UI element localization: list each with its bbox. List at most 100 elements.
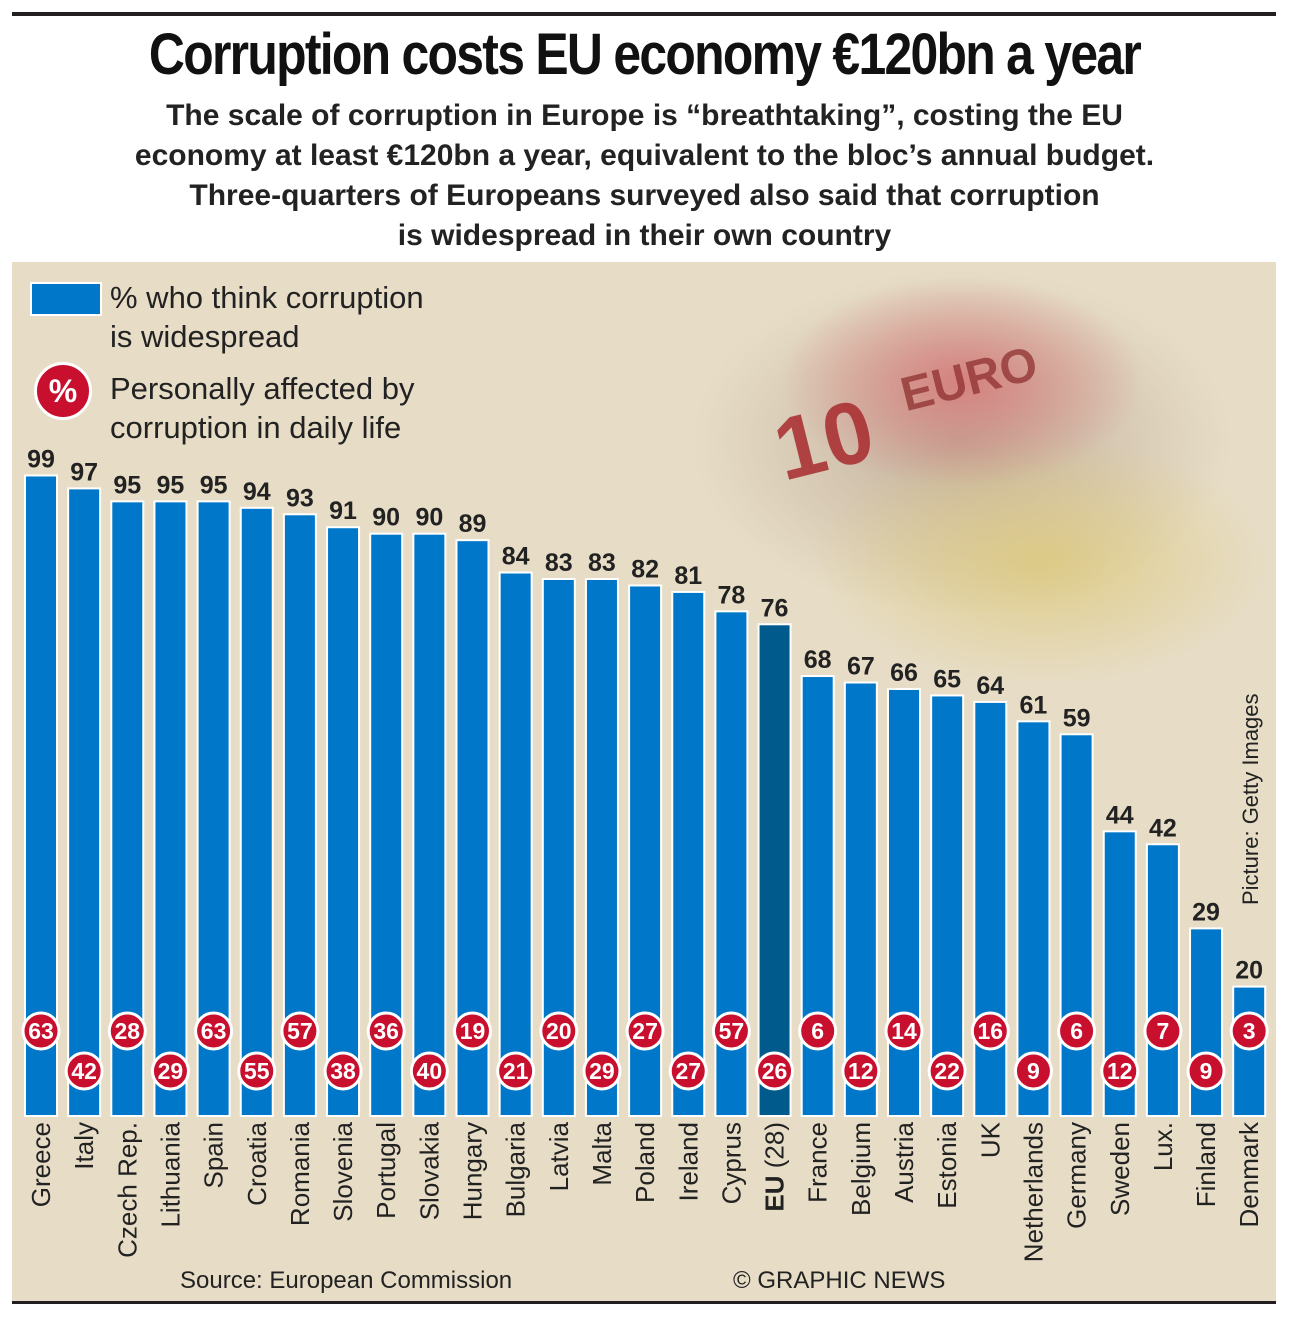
bar-value-label: 59 bbox=[1063, 704, 1091, 732]
bar bbox=[412, 532, 447, 1117]
bar bbox=[239, 506, 274, 1117]
bar bbox=[196, 500, 231, 1118]
category-label: Netherlands bbox=[1018, 1122, 1048, 1262]
personal-affected-marker bbox=[453, 1011, 492, 1051]
personal-affected-label: 14 bbox=[891, 1018, 917, 1044]
category-label: Lux. bbox=[1148, 1122, 1178, 1171]
bar-value-label: 68 bbox=[804, 646, 832, 674]
personal-affected-label: 29 bbox=[589, 1058, 615, 1084]
category-label: Ireland bbox=[673, 1122, 703, 1202]
subtitle-line: Three-quarters of Europeans surveyed als… bbox=[189, 179, 1100, 212]
category-label: Finland bbox=[1191, 1122, 1221, 1207]
personal-affected-marker bbox=[1013, 1051, 1053, 1091]
category-label: Slovakia bbox=[414, 1121, 444, 1220]
category-label: Spain bbox=[199, 1122, 229, 1189]
category-label: Czech Rep. bbox=[112, 1122, 142, 1258]
personal-affected-marker bbox=[582, 1051, 622, 1091]
personal-affected-marker bbox=[323, 1051, 363, 1091]
personal-affected-marker bbox=[280, 1011, 320, 1051]
bar-value-label: 65 bbox=[933, 665, 961, 693]
bar-value-label: 91 bbox=[329, 497, 357, 525]
category-label: Sweden bbox=[1105, 1122, 1135, 1216]
bar bbox=[671, 590, 706, 1117]
personal-affected-label: 6 bbox=[1070, 1018, 1083, 1044]
personal-affected-label: 28 bbox=[115, 1018, 141, 1044]
category-label: Romania bbox=[285, 1121, 315, 1226]
bar-value-label: 97 bbox=[70, 458, 98, 486]
personal-affected-label: 19 bbox=[460, 1018, 486, 1044]
personal-affected-marker bbox=[107, 1011, 147, 1051]
category-label: Denmark bbox=[1234, 1121, 1264, 1227]
personal-affected-marker bbox=[625, 1011, 665, 1051]
bar-value-label: 42 bbox=[1149, 814, 1177, 842]
personal-affected-marker bbox=[798, 1011, 838, 1051]
bar-value-label: 95 bbox=[157, 471, 185, 499]
personal-affected-marker bbox=[1143, 1011, 1183, 1051]
bar bbox=[498, 571, 533, 1117]
bar-value-label: 90 bbox=[415, 504, 443, 532]
bar-value-label: 84 bbox=[502, 543, 530, 571]
bar bbox=[1232, 985, 1267, 1117]
legend-bar-swatch bbox=[30, 282, 102, 316]
bar-value-label: 61 bbox=[1020, 691, 1048, 719]
bar-value-label: 29 bbox=[1192, 898, 1220, 926]
personal-affected-label: 3 bbox=[1243, 1018, 1256, 1044]
legend-circle-label: Personally affected by corruption in dai… bbox=[110, 369, 414, 447]
bar-value-label: 83 bbox=[588, 549, 616, 577]
legend-bar-label: % who think corruption is widespread bbox=[110, 278, 424, 356]
category-label: UK bbox=[975, 1121, 1005, 1158]
legend-bar-label-line: is widespread bbox=[110, 319, 300, 354]
personal-affected-marker bbox=[884, 1011, 924, 1051]
bar bbox=[584, 577, 619, 1117]
personal-affected-label: 63 bbox=[201, 1018, 227, 1044]
bar-value-label: 81 bbox=[674, 562, 702, 590]
personal-affected-label: 40 bbox=[417, 1058, 443, 1084]
personal-affected-marker bbox=[64, 1051, 104, 1091]
bar bbox=[887, 687, 921, 1117]
personal-affected-marker bbox=[539, 1011, 579, 1051]
bar bbox=[1059, 733, 1094, 1118]
legend-bar-label-line: % who think corruption bbox=[110, 280, 424, 315]
personal-affected-label: 57 bbox=[287, 1018, 313, 1044]
bar-value-label: 89 bbox=[459, 510, 487, 538]
personal-affected-marker bbox=[496, 1051, 536, 1091]
subtitle-line: is widespread in their own country bbox=[397, 219, 892, 252]
personal-affected-marker bbox=[1100, 1051, 1140, 1091]
personal-affected-label: 7 bbox=[1157, 1018, 1170, 1044]
bar-value-label: 66 bbox=[890, 659, 918, 687]
category-label: France bbox=[803, 1122, 833, 1203]
personal-affected-marker bbox=[668, 1051, 708, 1091]
subtitle-line: The scale of corruption in Europe is “br… bbox=[166, 99, 1123, 132]
bar-value-label: 83 bbox=[545, 549, 573, 577]
bar-value-label: 78 bbox=[717, 581, 745, 609]
personal-affected-label: 9 bbox=[1200, 1058, 1213, 1084]
bar-value-label: 99 bbox=[27, 445, 55, 473]
bar bbox=[757, 623, 792, 1118]
category-label: Croatia bbox=[242, 1121, 272, 1205]
personal-affected-label: 38 bbox=[330, 1058, 356, 1084]
category-label: Hungary bbox=[458, 1122, 488, 1220]
category-label: Slovenia bbox=[328, 1121, 358, 1221]
personal-affected-label: 63 bbox=[28, 1018, 54, 1044]
bar bbox=[930, 694, 965, 1117]
category-label: Germany bbox=[1062, 1122, 1092, 1229]
category-label: Latvia bbox=[544, 1121, 574, 1191]
personal-affected-marker bbox=[711, 1011, 751, 1051]
category-label: Austria bbox=[889, 1121, 919, 1202]
category-label: Malta bbox=[587, 1121, 617, 1185]
personal-affected-label: 6 bbox=[811, 1018, 824, 1044]
bar-value-label: 20 bbox=[1235, 957, 1263, 985]
personal-affected-label: 27 bbox=[675, 1058, 701, 1084]
source-note: Source: European Commission bbox=[180, 1267, 513, 1294]
page-title: Corruption costs EU economy €120bn a yea… bbox=[148, 22, 1142, 87]
bar-value-label: 44 bbox=[1106, 801, 1134, 829]
personal-affected-label: 57 bbox=[719, 1018, 745, 1044]
personal-affected-label: 12 bbox=[1107, 1058, 1133, 1084]
personal-affected-label: 9 bbox=[1027, 1058, 1040, 1084]
personal-affected-marker bbox=[194, 1011, 234, 1051]
bar bbox=[843, 681, 878, 1117]
bar bbox=[1016, 720, 1051, 1118]
category-label: Lithuania bbox=[155, 1121, 185, 1227]
subtitle: The scale of corruption in Europe is “br… bbox=[0, 96, 1289, 256]
bar bbox=[24, 474, 58, 1118]
